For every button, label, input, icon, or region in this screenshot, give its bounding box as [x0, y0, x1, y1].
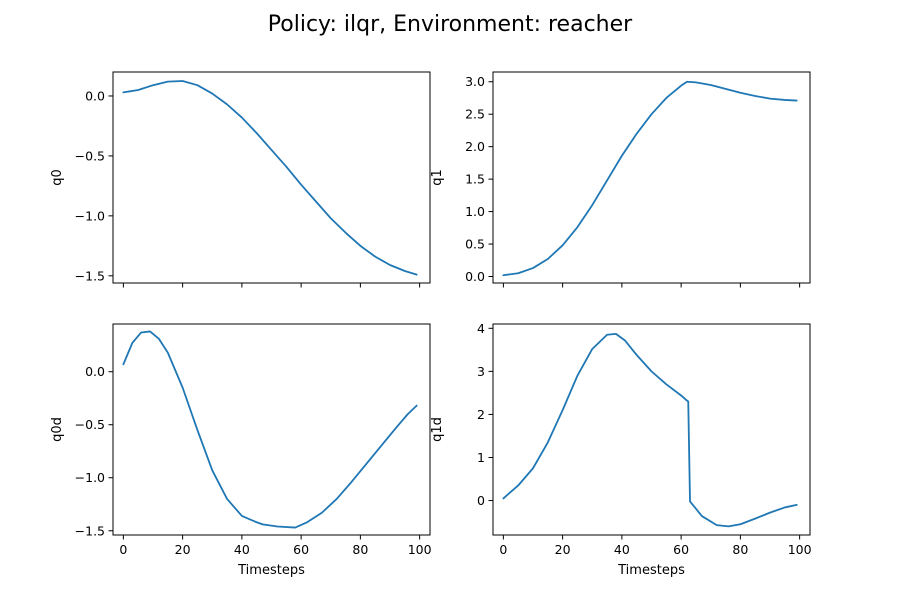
axes-frame-q0d	[112, 323, 431, 536]
subplot-q0: 0.0 −0.5 −1.0 −1.5 q0	[50, 71, 431, 288]
y-tick-label-q1: 1.5	[465, 172, 485, 187]
x-tick-label-q1d: 60	[673, 542, 689, 557]
y-tick-label-q0d: −1.0	[75, 470, 105, 485]
x-tick-label-q0d: 20	[175, 542, 191, 557]
y-tick-label-q0: −1.0	[75, 208, 105, 223]
y-tick-label-q0d: 0.0	[85, 364, 105, 379]
subplot-grid: 0.0 −0.5 −1.0 −1.5 q0 0.0 0.5 1.0 1.5 2.0 2.5 3.0 q1…	[50, 71, 812, 578]
subplot-q0d: 0 20 40 60 80 100 0.0 −0.5 −1.0 −1.5 q0d Timesteps	[50, 323, 432, 578]
axes-frame-q1	[492, 71, 811, 284]
y-axis-label-q0: q0	[50, 169, 65, 186]
series-line-q1	[502, 80, 798, 277]
x-tick-label-q1d: 0	[499, 542, 507, 557]
y-tick-label-q1d: 3	[477, 364, 485, 379]
y-tick-label-q1: 3.0	[465, 74, 485, 89]
y-tick-label-q1: 0.0	[465, 269, 485, 284]
x-tick-label-q1d: 40	[614, 542, 630, 557]
y-tick-label-q1: 0.5	[465, 237, 485, 252]
series-line-q0d	[122, 330, 418, 529]
y-tick-label-q1d: 0	[477, 493, 485, 508]
y-tick-label-q0: 0.0	[85, 88, 105, 103]
x-axis-label-q1d: Timesteps	[617, 563, 685, 578]
y-axis-label-q0d: q0d	[50, 417, 65, 442]
x-axis-label-q0d: Timesteps	[237, 563, 305, 578]
x-tick-label-q0d: 0	[119, 542, 127, 557]
axes-frame-q0	[112, 71, 431, 284]
y-tick-label-q0d: −1.5	[75, 523, 105, 538]
figure-title: Policy: ilqr, Environment: reacher	[268, 12, 633, 37]
y-tick-label-q1d: 2	[477, 407, 485, 422]
x-tick-label-q1d: 20	[555, 542, 571, 557]
series-line-q1d	[502, 333, 798, 528]
y-tick-label-q1: 2.5	[465, 107, 485, 122]
y-tick-label-q0: −0.5	[75, 148, 105, 163]
x-tick-label-q0d: 100	[408, 542, 432, 557]
x-tick-label-q1d: 80	[732, 542, 748, 557]
subplot-q1d: 0 20 40 60 80 100 0 1 2 3 4 q1d Timesteps	[430, 321, 812, 578]
series-line-q0	[122, 80, 418, 276]
x-tick-label-q0d: 40	[234, 542, 250, 557]
x-tick-label-q0d: 60	[293, 542, 309, 557]
y-tick-label-q1: 2.0	[465, 139, 485, 154]
x-tick-label-q1d: 100	[788, 542, 812, 557]
axes-frame-q1d	[492, 323, 811, 536]
y-tick-label-q1d: 4	[477, 321, 485, 336]
y-tick-label-q1d: 1	[477, 450, 485, 465]
y-tick-label-q1: 1.0	[465, 204, 485, 219]
y-axis-label-q1d: q1d	[430, 417, 445, 442]
y-tick-label-q0: −1.5	[75, 268, 105, 283]
subplot-q1: 0.0 0.5 1.0 1.5 2.0 2.5 3.0 q1	[430, 71, 811, 288]
y-axis-label-q1: q1	[430, 169, 445, 186]
y-tick-label-q0d: −0.5	[75, 417, 105, 432]
x-tick-label-q0d: 80	[352, 542, 368, 557]
